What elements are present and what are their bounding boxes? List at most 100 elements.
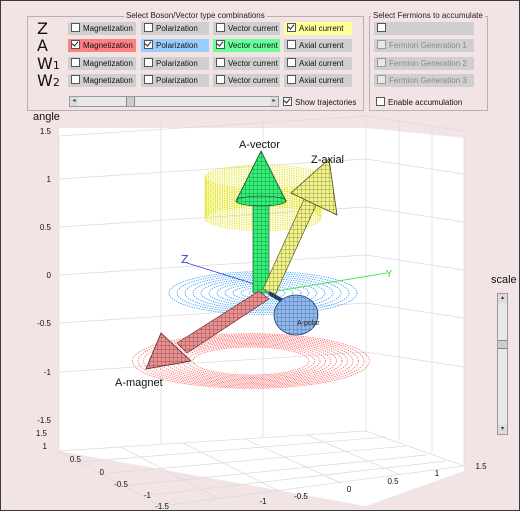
combo-label: Magnetization <box>83 59 133 68</box>
svg-text:0: 0 <box>47 271 52 280</box>
fermion-item-3[interactable]: Fermion Generation 3 <box>374 74 474 87</box>
combo-a-vector-current[interactable]: Vector current <box>213 39 280 52</box>
checkbox-icon[interactable] <box>216 23 225 32</box>
fermion-item-0[interactable] <box>374 22 474 35</box>
checkbox-icon[interactable] <box>144 75 153 84</box>
scale-slider-thumb[interactable] <box>498 339 507 349</box>
fermion-label: Fermion Generation 2 <box>389 59 467 68</box>
enable-accumulation-checkbox[interactable]: Enable accumulation <box>376 97 462 107</box>
checkbox-icon[interactable] <box>376 97 385 106</box>
combo-label: Axial current <box>299 59 344 68</box>
slider-left-arrow-icon[interactable]: ◂ <box>70 97 78 106</box>
row-label-a: A <box>37 36 48 55</box>
scale-down-arrow-icon[interactable]: ▾ <box>498 425 507 434</box>
checkbox-icon[interactable] <box>71 58 80 67</box>
scale-label: scale <box>491 274 517 286</box>
slider-right-arrow-icon[interactable]: ▸ <box>270 97 278 106</box>
plot-background <box>59 128 464 506</box>
scale-slider[interactable]: ▴ ▾ <box>497 293 508 435</box>
trajectory-slider[interactable]: ◂ ▸ <box>69 96 279 107</box>
combo-a-polarization[interactable]: Polarization <box>141 39 209 52</box>
combo-label: Magnetization <box>83 76 133 85</box>
svg-text:1.5: 1.5 <box>36 429 48 438</box>
svg-text:0.5: 0.5 <box>70 455 82 464</box>
trajectory-slider-thumb[interactable] <box>126 97 136 106</box>
checkbox-icon[interactable] <box>216 58 225 67</box>
row-label-z: Z <box>37 19 48 38</box>
label-z-axial: Z-axial <box>311 154 344 166</box>
svg-text:-1: -1 <box>259 497 267 506</box>
combo-w2-vector-current[interactable]: Vector current <box>213 74 280 87</box>
checkbox-icon[interactable] <box>144 40 153 49</box>
svg-text:0: 0 <box>100 468 105 477</box>
svg-text:1: 1 <box>47 175 52 184</box>
combo-z-vector-current[interactable]: Vector current <box>213 22 280 35</box>
checkbox-icon[interactable] <box>377 75 386 84</box>
combo-z-magnetization[interactable]: Magnetization <box>68 22 136 35</box>
svg-text:-1.5: -1.5 <box>37 416 51 425</box>
y-ticks: -1 -0.5 0 0.5 1 1.5 <box>259 462 487 506</box>
axis-label-z: Z <box>181 253 189 266</box>
checkbox-icon[interactable] <box>287 58 296 67</box>
combo-w2-polarization[interactable]: Polarization <box>141 74 209 87</box>
combo-label: Polarization <box>156 41 198 50</box>
checkbox-icon[interactable] <box>287 75 296 84</box>
checkbox-icon[interactable] <box>377 40 386 49</box>
combo-w2-axial-current[interactable]: Axial current <box>284 74 352 87</box>
checkbox-icon[interactable] <box>71 75 80 84</box>
checkbox-icon[interactable] <box>216 75 225 84</box>
combo-label: Magnetization <box>83 41 133 50</box>
show-trajectories-checkbox-icon[interactable] <box>283 97 292 106</box>
fermion-item-2[interactable]: Fermion Generation 2 <box>374 57 474 70</box>
combo-w1-vector-current[interactable]: Vector current <box>213 57 280 70</box>
combo-label: Axial current <box>299 41 344 50</box>
svg-text:0.5: 0.5 <box>387 477 399 486</box>
checkbox-icon[interactable] <box>287 23 296 32</box>
svg-text:1.5: 1.5 <box>475 462 487 471</box>
svg-text:-0.5: -0.5 <box>37 319 51 328</box>
combo-a-magnetization[interactable]: Magnetization <box>68 39 136 52</box>
checkbox-icon[interactable] <box>144 58 153 67</box>
combo-label: Vector current <box>228 76 278 85</box>
checkbox-icon[interactable] <box>216 40 225 49</box>
checkbox-icon[interactable] <box>144 23 153 32</box>
checkbox-icon[interactable] <box>377 58 386 67</box>
enable-accumulation-label: Enable accumulation <box>388 98 463 107</box>
combo-label: Magnetization <box>83 24 133 33</box>
combo-label: Polarization <box>156 76 198 85</box>
combo-label: Axial current <box>299 24 344 33</box>
combo-z-axial-current[interactable]: Axial current <box>284 22 352 35</box>
checkbox-icon[interactable] <box>71 40 80 49</box>
polar-sphere <box>267 291 319 336</box>
combo-label: Vector current <box>228 24 278 33</box>
x-ticks: 1.5 1 0.5 0 -0.5 -1 -1.5 <box>36 429 170 510</box>
combo-w1-magnetization[interactable]: Magnetization <box>68 57 136 70</box>
combo-w1-polarization[interactable]: Polarization <box>141 57 209 70</box>
vector-arrow <box>235 150 287 294</box>
svg-text:-0.5: -0.5 <box>114 480 128 489</box>
checkbox-icon[interactable] <box>287 40 296 49</box>
label-a-vector: A-vector <box>239 139 280 151</box>
z-ticks: 1.5 1 0.5 0 -0.5 -1 -1.5 <box>37 127 51 425</box>
fermion-item-1[interactable]: Fermion Generation 1 <box>374 39 474 52</box>
combo-a-axial-current[interactable]: Axial current <box>284 39 352 52</box>
fermion-label: Fermion Generation 1 <box>389 41 467 50</box>
checkbox-icon[interactable] <box>377 23 386 32</box>
svg-text:0: 0 <box>347 485 352 494</box>
show-trajectories-checkbox[interactable]: Show trajectories <box>283 97 356 107</box>
svg-text:1: 1 <box>435 469 440 478</box>
combo-w1-axial-current[interactable]: Axial current <box>284 57 352 70</box>
svg-text:0.5: 0.5 <box>40 223 52 232</box>
svg-text:-1: -1 <box>144 491 152 500</box>
axis-label-y: Y <box>385 269 393 280</box>
label-a-polar: A-polar <box>297 320 320 327</box>
fermion-panel-title: Select Fermions to accumulate <box>371 11 485 20</box>
scale-up-arrow-icon[interactable]: ▴ <box>498 294 507 303</box>
combo-w2-magnetization[interactable]: Magnetization <box>68 74 136 87</box>
checkbox-icon[interactable] <box>71 23 80 32</box>
combo-label: Vector current <box>228 59 278 68</box>
combo-label: Axial current <box>299 76 344 85</box>
combo-z-polarization[interactable]: Polarization <box>141 22 209 35</box>
